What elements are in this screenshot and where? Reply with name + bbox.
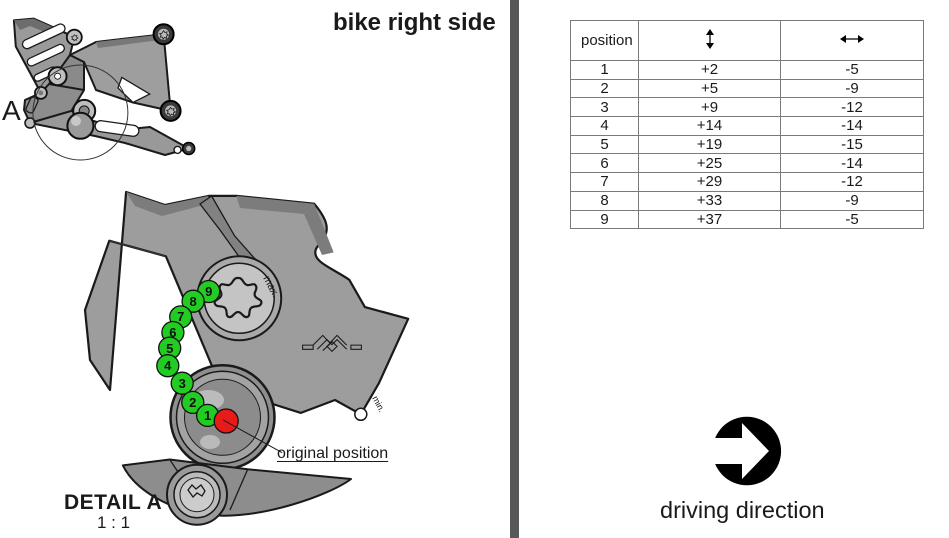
- svg-text:2: 2: [189, 395, 196, 410]
- svg-text:8: 8: [189, 294, 196, 309]
- svg-text:9: 9: [205, 284, 212, 299]
- svg-text:A: A: [2, 95, 21, 126]
- svg-text:4: 4: [164, 358, 172, 373]
- svg-text:7: 7: [177, 309, 184, 324]
- svg-text:3: 3: [179, 376, 186, 391]
- svg-text:min.: min.: [370, 394, 387, 414]
- svg-text:5: 5: [166, 341, 173, 356]
- svg-text:1: 1: [204, 408, 211, 423]
